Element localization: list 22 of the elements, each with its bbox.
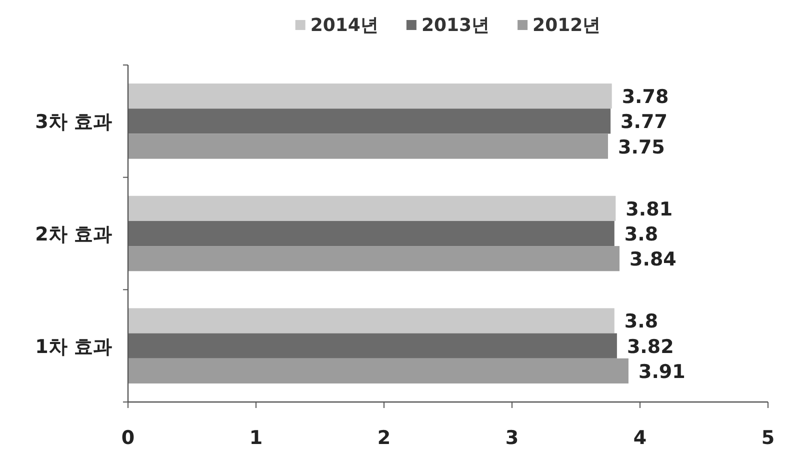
legend-label: 2014년 [310, 15, 378, 36]
x-tick-label: 3 [505, 427, 519, 449]
data-label: 3.82 [626, 336, 674, 358]
data-label: 3.91 [638, 360, 686, 383]
y-tick-label: 3차 효과 [35, 111, 112, 134]
data-label: 3.75 [618, 136, 665, 158]
x-tick-label: 2 [377, 427, 391, 449]
data-label: 3.8 [624, 224, 658, 246]
data-label: 3.77 [620, 111, 668, 134]
x-tick-label: 5 [761, 427, 775, 449]
y-tick-label: 1차 효과 [35, 336, 112, 358]
data-label: 3.81 [626, 198, 673, 220]
x-tick-label: 1 [249, 427, 263, 449]
y-tick-label: 2차 효과 [35, 224, 112, 246]
data-label: 3.84 [630, 248, 676, 271]
plot: 3.78 3.77 3.75 3.81 3.8 3.84 3.8 3.82 3.91 [128, 84, 686, 384]
data-label: 3.78 [622, 86, 669, 108]
legend-label: 2012년 [532, 15, 601, 36]
legend-label: 2013년 [421, 15, 490, 36]
x-tick-label: 4 [633, 427, 647, 449]
data-label: 3.8 [624, 310, 658, 333]
x-tick-label: 0 [121, 427, 135, 449]
